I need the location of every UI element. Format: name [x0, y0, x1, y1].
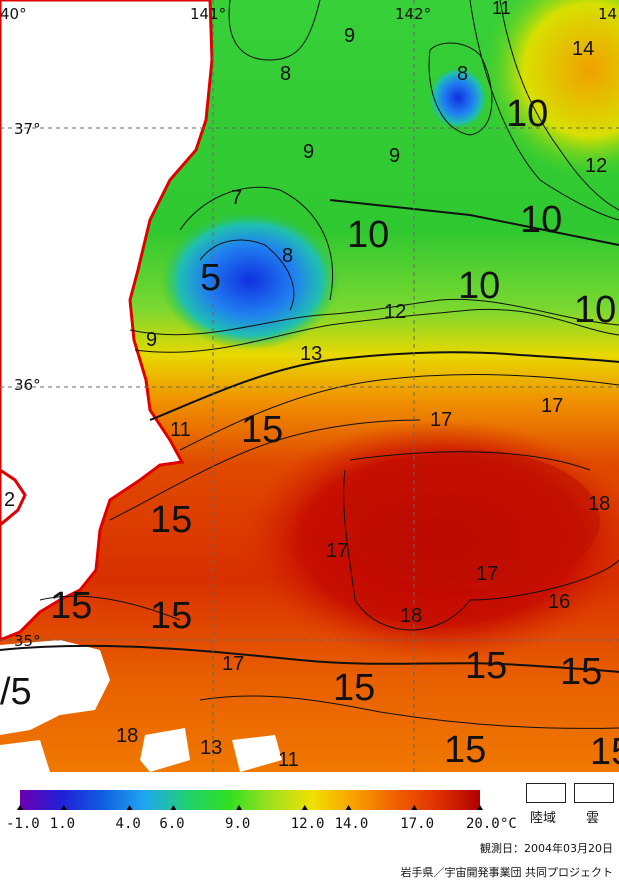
contour-label: 10 [347, 214, 389, 256]
contour-label: 15 [241, 409, 283, 451]
warm-water-northeast [480, 0, 619, 180]
contour-label: 9 [303, 141, 314, 163]
contour-label: 10 [574, 289, 616, 331]
color-bar-tick-label: -1.0 [6, 816, 40, 832]
contour-label: 9 [389, 145, 400, 167]
contour-label: 13 [200, 737, 222, 759]
color-bar-tick-label: 6.0 [159, 816, 185, 832]
contour-label: 18 [116, 725, 138, 747]
sea-surface-temperature-map: 40° 141° 142° 14 37° 36° 35° 8 9 8 14 11… [0, 0, 619, 772]
land-peninsula [0, 468, 27, 527]
lon-label: 141° [190, 5, 226, 23]
color-bar-tick-label: 20.0 [466, 816, 500, 832]
color-bar-tick-label: 9.0 [225, 816, 251, 832]
land-swatch [526, 783, 566, 803]
contour-label: 9 [344, 25, 355, 47]
observation-date: 観測日：2004年03月20日 [480, 842, 613, 855]
contour-label: 11 [492, 0, 511, 18]
contour-label: 11 [278, 749, 299, 771]
color-bar-tick [477, 805, 483, 810]
contour-label: 8 [282, 245, 293, 267]
contour-label: 2 [4, 489, 15, 511]
contour-label: 17 [326, 540, 348, 562]
contour-label: 14 [572, 38, 594, 60]
color-bar-fill [20, 790, 480, 810]
contour-label: 15 [590, 731, 619, 772]
color-bar-tick-label: 17.0 [400, 816, 434, 832]
color-bar-ticks [17, 805, 483, 810]
lat-lon-grid [0, 0, 619, 772]
color-bar-tick [60, 805, 67, 810]
color-bar-tick-label: 4.0 [115, 816, 141, 832]
contour-label: 17 [430, 409, 452, 431]
land-label: 陸域 [530, 811, 557, 826]
contour-label: 17 [541, 395, 563, 417]
contour-label: 13 [300, 343, 322, 365]
contour-label: 15 [50, 585, 92, 627]
color-bar [17, 790, 483, 810]
cloud-patch [232, 735, 282, 772]
color-bar-tick [126, 805, 133, 810]
lat-label: 35° [14, 632, 41, 650]
contour-label: 17 [476, 563, 498, 585]
cold-pool-north [428, 66, 488, 130]
contour-label: 9 [146, 329, 157, 351]
color-bar-tick [345, 805, 352, 810]
cloud-swatch [574, 783, 614, 803]
contour-label: 10 [458, 265, 500, 307]
color-bar-tick [17, 805, 23, 810]
credit: 岩手県／宇宙開発事業団 共同プロジェクト [400, 866, 614, 879]
contour-label: 12 [585, 155, 607, 177]
lon-label: 40° [0, 5, 27, 23]
cold-pool-south [160, 210, 340, 350]
color-bar-tick-label: 12.0 [290, 816, 325, 832]
color-bar-tick-label: 14.0 [334, 816, 369, 832]
contour-label: 18 [400, 605, 422, 627]
lon-label: 14 [598, 5, 617, 23]
contour-label: 15 [150, 595, 192, 637]
legend: -1.0 1.0 4.0 6.0 9.0 12.0 14.0 17.0 20.0 °C 陸域 雲… [0, 772, 619, 881]
contour-label: /5 [0, 671, 32, 713]
color-bar-tick [411, 805, 418, 810]
contour-label: 15 [150, 499, 192, 541]
cloud-patch [0, 640, 110, 735]
contour-label: 15 [560, 651, 602, 693]
cloud-patch [140, 728, 190, 772]
contour-label: 15 [333, 667, 375, 709]
hot-pool-core [340, 450, 600, 590]
lat-label: 37° [14, 120, 41, 138]
color-bar-tick [236, 805, 243, 810]
contour-label: 16 [548, 591, 570, 613]
contour-label: 10 [520, 199, 562, 241]
unit-label: °C [500, 816, 517, 832]
contour-label: 8 [457, 63, 468, 85]
contour-label: 15 [465, 645, 507, 687]
contour-label: 17 [222, 653, 244, 675]
contour-label: 12 [384, 301, 406, 323]
lat-label: 36° [14, 376, 41, 394]
contour-label: 18 [588, 493, 610, 515]
contour-label: 5 [200, 257, 221, 299]
contour-label: 7 [231, 187, 242, 209]
contour-label: 15 [444, 729, 486, 771]
contour-lines [0, 0, 619, 729]
cloud-label: 雲 [586, 811, 600, 826]
color-bar-tick-label: 1.0 [49, 816, 76, 832]
cloud-patch [0, 740, 50, 772]
color-bar-tick [301, 805, 308, 810]
color-bar-tick [170, 805, 177, 810]
land-honshu [0, 0, 214, 642]
contour-label: 10 [506, 93, 548, 135]
contour-label: 8 [280, 63, 291, 85]
contour-label: 11 [170, 419, 191, 441]
lon-label: 142° [395, 5, 431, 23]
